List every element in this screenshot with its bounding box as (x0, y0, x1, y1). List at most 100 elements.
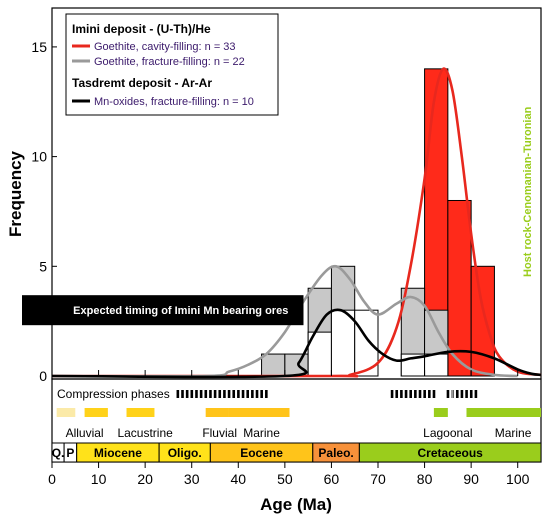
legend-item-fracture: Goethite, fracture-filling: n = 22 (94, 56, 245, 68)
epoch-label: Paleo. (318, 446, 353, 460)
bar-fracture-45 (261, 353, 286, 377)
compression-mark (465, 390, 468, 398)
compression-mark (246, 390, 249, 398)
density-curve-black (51, 308, 542, 379)
environment-label: Fluvial (202, 426, 237, 440)
density-curve-gray (51, 264, 518, 378)
compression-mark (223, 390, 226, 398)
compression-mark (237, 390, 240, 398)
environment-bar (433, 408, 448, 417)
epoch-label: P (66, 446, 74, 460)
compression-mark (395, 390, 399, 398)
legend-box (65, 13, 279, 116)
x-tick-label: 0 (48, 471, 56, 487)
compression-mark (204, 390, 208, 398)
density-curves (51, 67, 542, 379)
compression-mark (251, 390, 254, 398)
legend-group-2-title: Tasdremt deposit - Ar-Ar (72, 76, 212, 90)
bar-mn-oxides-65 (354, 309, 379, 377)
compression-mark (428, 390, 431, 398)
legend-item-cavity: Goethite, cavity-filling: n = 33 (94, 41, 236, 53)
x-tick-label: 90 (463, 471, 479, 487)
compression-phases-label: Compression phases (57, 387, 170, 401)
compression-mark (227, 390, 231, 398)
compression-mark (265, 390, 268, 398)
expected-timing-label: Expected timing of Imini Mn bearing ores (73, 305, 288, 317)
epoch-label: Eocene (240, 446, 283, 460)
x-tick-label: 50 (277, 471, 293, 487)
x-tick-label: 40 (230, 471, 246, 487)
environment-label: Marine (495, 426, 532, 440)
epoch-label: Oligo. (168, 446, 202, 460)
compression-mark (474, 390, 478, 398)
density-curve-red (51, 67, 542, 378)
x-tick-label: 60 (324, 471, 340, 487)
environment-bar (126, 408, 155, 417)
x-tick-label: 10 (91, 471, 107, 487)
histogram-bars (261, 68, 495, 377)
compression-mark (455, 390, 459, 398)
environment-bar (56, 408, 76, 417)
compression-mark (241, 390, 245, 398)
environment-bar (84, 408, 108, 417)
compression-mark (418, 390, 422, 398)
x-axis-title: Age (Ma) (260, 495, 332, 514)
compression-mark (255, 390, 259, 398)
epoch-bar: Q. P Miocene Oligo. Eocene Paleo. Cretaceous (51, 442, 542, 463)
compression-mark (181, 390, 184, 398)
y-tick-label: 10 (31, 149, 47, 165)
x-axis: 0 10 20 30 40 50 60 70 80 90 100 (48, 370, 530, 487)
compression-mark (260, 390, 263, 398)
x-tick-label: 70 (370, 471, 386, 487)
compression-mark (469, 390, 473, 398)
environment-bars (56, 408, 541, 417)
epoch-label: Miocene (94, 446, 142, 460)
compression-mark (199, 390, 203, 398)
compression-mark (446, 390, 450, 398)
environment-label: Marine (243, 426, 280, 440)
compression-mark (423, 390, 426, 398)
compression-mark (232, 390, 236, 398)
compression-mark (190, 390, 194, 398)
compression-mark (209, 390, 212, 398)
compression-mark (185, 390, 189, 398)
compression-mark (414, 390, 417, 398)
compression-separator (451, 390, 454, 398)
x-tick-label: 30 (184, 471, 200, 487)
legend-group-1-title: Imini deposit - (U-Th)/He (72, 22, 211, 36)
bar-cavity-85 (447, 199, 472, 377)
compression-mark (390, 390, 394, 398)
y-tick-label: 15 (31, 39, 47, 55)
epoch-cell (358, 442, 542, 463)
environment-bar (466, 408, 541, 417)
expected-timing-box (22, 295, 304, 326)
legend: Imini deposit - (U-Th)/He Goethite, cavi… (65, 13, 279, 116)
legend-item-mn-oxides: Mn-oxides, fracture-filling: n = 10 (94, 96, 254, 108)
y-tick-label: 5 (39, 258, 47, 274)
environment-label: Alluvial (66, 426, 104, 440)
compression-mark (432, 390, 436, 398)
x-tick-label: 20 (137, 471, 153, 487)
bar-mn-oxides-80 (424, 353, 449, 377)
environment-bar (228, 408, 290, 417)
epoch-label: Q. (52, 446, 65, 460)
compression-phase-marks (176, 390, 478, 398)
compression-mark (400, 390, 403, 398)
environment-label: Lagoonal (423, 426, 472, 440)
y-tick-label: 0 (39, 368, 47, 384)
environment-bar (205, 408, 229, 417)
environment-label: Lacustrine (117, 426, 173, 440)
y-axis: 0 5 10 15 (31, 39, 57, 384)
compression-mark (404, 390, 408, 398)
x-tick-label: 100 (506, 471, 530, 487)
compression-mark (460, 390, 464, 398)
y-axis-title: Frequency (6, 150, 25, 237)
x-tick-label: 80 (417, 471, 433, 487)
compression-mark (409, 390, 412, 398)
epoch-label: Cretaceous (417, 446, 483, 460)
compression-mark (195, 390, 198, 398)
compression-mark (176, 390, 180, 398)
bar-mn-oxides-60 (330, 309, 356, 377)
environment-labels: Alluvial Lacustrine Fluvial Marine Lagoonal M… (66, 426, 532, 440)
annotation: Expected timing of Imini Mn bearing ores (22, 295, 304, 326)
